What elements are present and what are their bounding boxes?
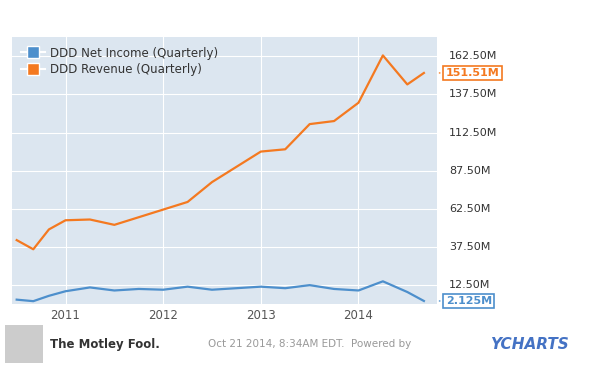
Text: YCHARTS: YCHARTS [490,337,569,352]
Text: 87.50M: 87.50M [449,166,490,175]
Text: 162.50M: 162.50M [449,51,497,61]
Text: 137.50M: 137.50M [449,89,497,99]
Legend: DDD Net Income (Quarterly), DDD Revenue (Quarterly): DDD Net Income (Quarterly), DDD Revenue … [18,43,221,80]
Text: The Motley Fool.: The Motley Fool. [50,338,160,351]
Text: 12.50M: 12.50M [449,280,490,290]
Text: 2.125M: 2.125M [446,296,492,306]
Text: 62.50M: 62.50M [449,204,490,214]
Text: 112.50M: 112.50M [449,128,497,138]
Text: 151.51M: 151.51M [446,68,500,78]
Text: 37.50M: 37.50M [449,242,490,252]
Text: Oct 21 2014, 8:34AM EDT.  Powered by: Oct 21 2014, 8:34AM EDT. Powered by [208,339,412,349]
Bar [5,325,43,363]
